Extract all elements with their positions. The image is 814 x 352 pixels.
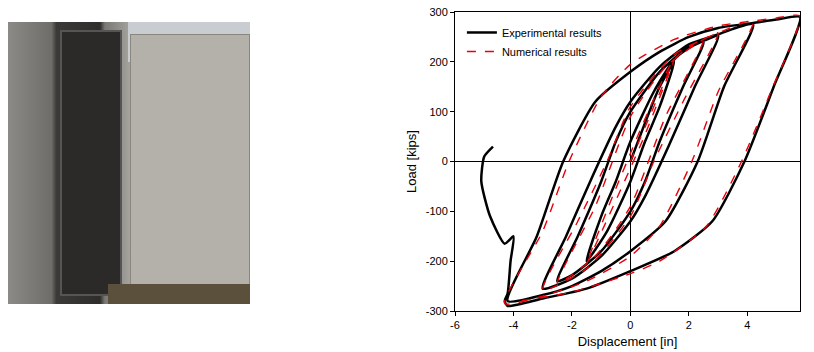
svg-text:4: 4 [744,319,750,331]
svg-text:-6: -6 [450,319,460,331]
svg-text:2: 2 [686,319,692,331]
svg-text:Numerical results: Numerical results [502,46,587,58]
svg-text:Displacement [in]: Displacement [in] [578,334,678,349]
svg-text:-200: -200 [426,255,448,267]
svg-text:Experimental results: Experimental results [502,27,602,39]
svg-text:100: 100 [429,106,447,118]
svg-text:200: 200 [429,56,447,68]
svg-text:300: 300 [429,6,447,18]
svg-text:-4: -4 [509,319,519,331]
svg-text:-300: -300 [426,305,448,317]
svg-text:-100: -100 [426,205,448,217]
svg-text:Load [kips]: Load [kips] [404,130,419,193]
svg-text:-2: -2 [567,319,577,331]
svg-text:0: 0 [627,319,633,331]
svg-text:0: 0 [442,155,448,167]
